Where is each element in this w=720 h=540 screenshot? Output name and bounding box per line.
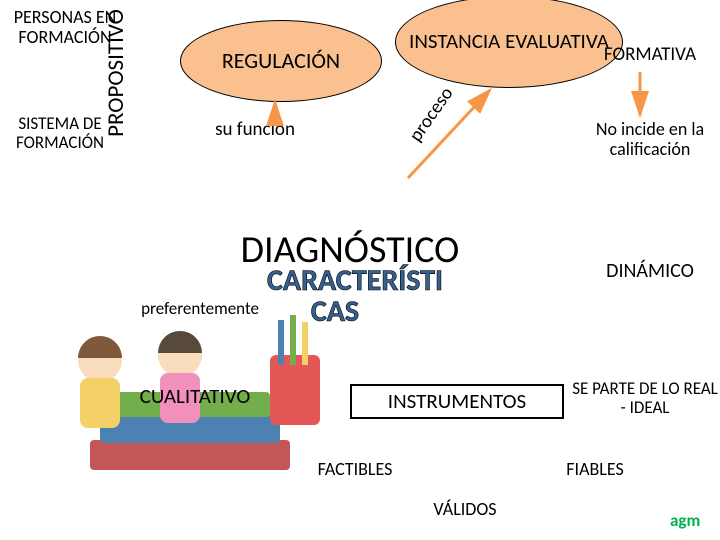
bubble-regulacion-label: REGULACIÓN (222, 49, 340, 73)
label-cualitativo: CUALITATIVO (110, 385, 280, 408)
kids-clipart (40, 300, 360, 530)
label-no-incide: No incide en la calificación (580, 120, 720, 160)
label-cas: CAS (275, 295, 395, 328)
label-preferentemente: preferentemente (120, 300, 280, 319)
bubble-instancia: INSTANCIA EVALUATIVA (395, 0, 623, 88)
label-fiables: FIABLES (545, 460, 645, 480)
label-formativa: FORMATIVA (580, 45, 720, 66)
label-propositivo: PROPOSITIVO (104, 0, 129, 158)
label-validos: VÁLIDOS (410, 500, 520, 520)
label-proceso: proceso (395, 68, 469, 162)
signature-agm: agm (670, 510, 700, 531)
label-instrumentos: INSTRUMENTOS (350, 384, 564, 419)
stage: REGULACIÓN INSTANCIA EVALUATIVA PERSONAS… (0, 0, 720, 540)
label-se-parte: SE PARTE DE LO REAL - IDEAL (570, 380, 720, 417)
label-su-funcion: su función (195, 120, 315, 141)
bubble-instancia-label: INSTANCIA EVALUATIVA (409, 30, 609, 53)
label-dinamico: DINÁMICO (585, 260, 715, 282)
label-factibles: FACTIBLES (295, 460, 415, 480)
bubble-regulacion: REGULACIÓN (180, 20, 382, 102)
